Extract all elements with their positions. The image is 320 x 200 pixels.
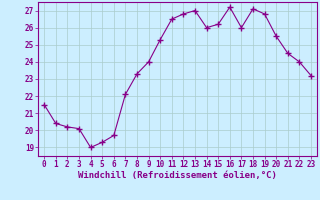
X-axis label: Windchill (Refroidissement éolien,°C): Windchill (Refroidissement éolien,°C) xyxy=(78,171,277,180)
